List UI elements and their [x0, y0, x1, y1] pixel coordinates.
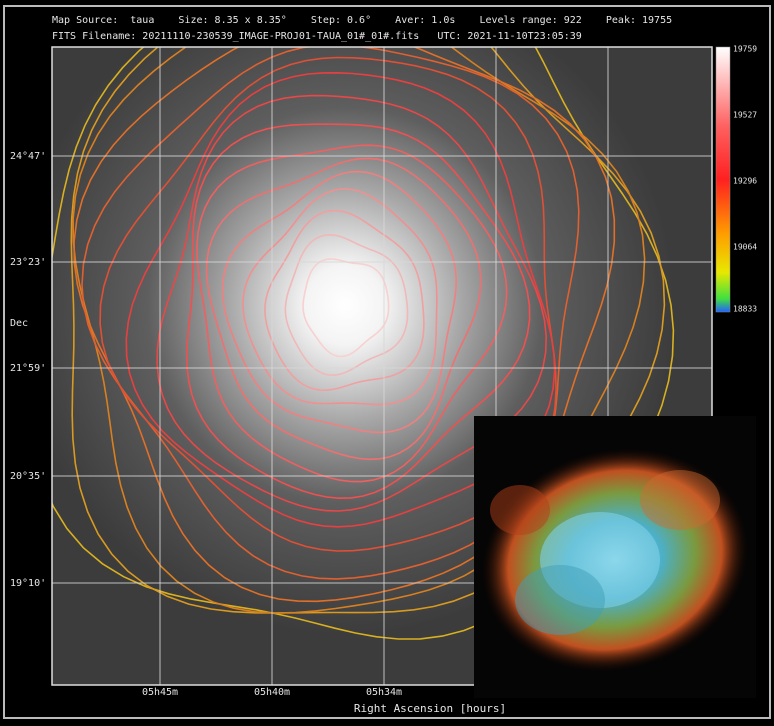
- colorbar-tick: 18833: [733, 305, 757, 314]
- y-tick-label: 24°47': [10, 151, 46, 162]
- x-tick-label: 05h34m: [366, 687, 402, 698]
- x-tick-label: 05h45m: [142, 687, 178, 698]
- contour: [302, 258, 390, 358]
- contour: [185, 123, 531, 500]
- contour: [81, 47, 580, 580]
- contour: [221, 170, 458, 434]
- contour: [242, 188, 438, 406]
- contour: [99, 56, 557, 552]
- contour: [196, 144, 508, 483]
- colorbar-tick: 19759: [733, 45, 757, 54]
- header-line: FITS Filename: 20211110-230539_IMAGE-PRO…: [52, 31, 582, 42]
- contour: [205, 157, 482, 461]
- plot-border: [51, 46, 713, 686]
- contour: [284, 234, 409, 377]
- colorbar-tick: 19064: [733, 243, 757, 252]
- contours: [52, 47, 675, 640]
- colorbar: [715, 46, 731, 313]
- y-tick-label: 19°10': [10, 578, 46, 589]
- y-tick-label: 23°23': [10, 257, 46, 268]
- y-axis-label: Dec: [10, 318, 28, 329]
- contour: [125, 71, 556, 528]
- x-axis-label: Right Ascension [hours]: [354, 702, 506, 715]
- header-line: Map Source: taua Size: 8.35 x 8.35° Step…: [52, 15, 672, 26]
- y-tick-label: 20°35': [10, 471, 46, 482]
- y-tick-label: 21°59': [10, 363, 46, 374]
- colorbar-tick: 19527: [733, 111, 757, 120]
- frame: [3, 5, 771, 719]
- contour: [264, 209, 425, 392]
- x-tick-label: 05h40m: [254, 687, 290, 698]
- contour: [156, 94, 548, 512]
- colorbar-tick: 19296: [733, 177, 757, 186]
- nebula-photo: [474, 416, 756, 698]
